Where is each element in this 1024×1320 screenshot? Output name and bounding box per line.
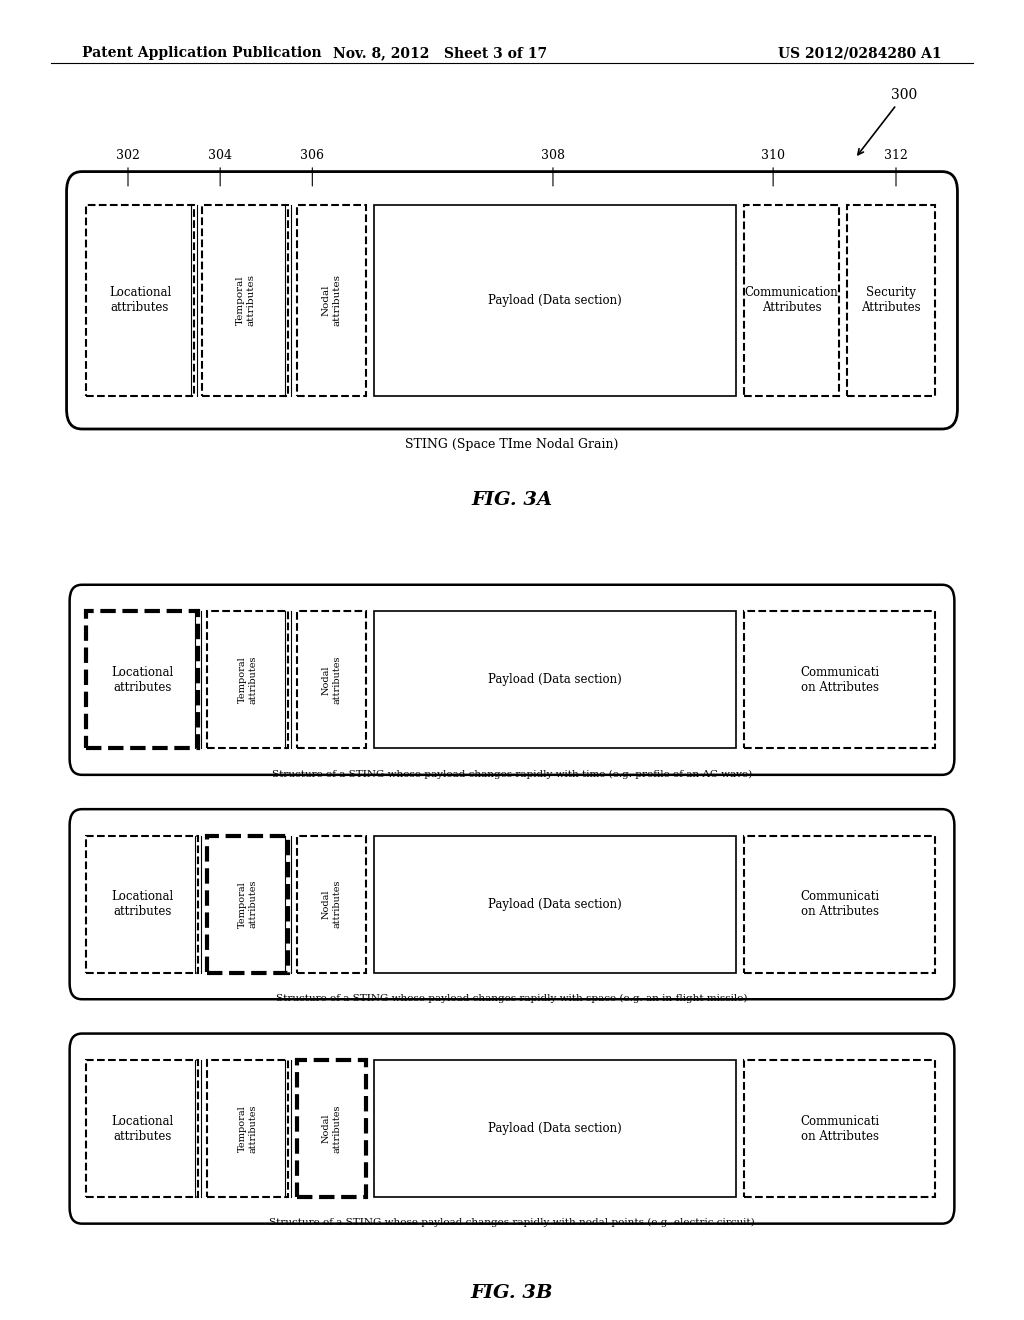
Text: Structure of a STING whose payload changes rapidly with nodal points (e.g. elect: Structure of a STING whose payload chang… xyxy=(269,1218,755,1228)
FancyBboxPatch shape xyxy=(86,1060,198,1197)
Text: 306: 306 xyxy=(300,149,325,162)
FancyBboxPatch shape xyxy=(375,205,735,396)
FancyBboxPatch shape xyxy=(375,836,735,973)
FancyBboxPatch shape xyxy=(744,1060,935,1197)
Text: Temporal
attributes: Temporal attributes xyxy=(236,275,255,326)
FancyBboxPatch shape xyxy=(207,611,289,748)
Text: FIG. 3B: FIG. 3B xyxy=(471,1284,553,1303)
FancyBboxPatch shape xyxy=(744,611,935,748)
Text: 304: 304 xyxy=(208,149,232,162)
FancyBboxPatch shape xyxy=(70,809,954,999)
FancyBboxPatch shape xyxy=(207,1060,289,1197)
FancyBboxPatch shape xyxy=(86,205,194,396)
FancyBboxPatch shape xyxy=(744,205,839,396)
FancyBboxPatch shape xyxy=(67,172,957,429)
Text: Payload (Data section): Payload (Data section) xyxy=(488,898,622,911)
FancyBboxPatch shape xyxy=(375,611,735,748)
Text: Nodal
attributes: Nodal attributes xyxy=(322,656,341,704)
FancyBboxPatch shape xyxy=(86,611,198,748)
Text: Security
Attributes: Security Attributes xyxy=(861,286,922,314)
Text: Payload (Data section): Payload (Data section) xyxy=(488,294,622,306)
FancyBboxPatch shape xyxy=(375,1060,735,1197)
Text: Nodal
attributes: Nodal attributes xyxy=(322,275,341,326)
FancyBboxPatch shape xyxy=(297,836,366,973)
FancyBboxPatch shape xyxy=(70,585,954,775)
Text: US 2012/0284280 A1: US 2012/0284280 A1 xyxy=(778,46,942,61)
Text: Structure of a STING whose payload changes rapidly with time (e.g. profile of an: Structure of a STING whose payload chang… xyxy=(272,770,752,779)
FancyBboxPatch shape xyxy=(207,836,289,973)
FancyBboxPatch shape xyxy=(848,205,935,396)
Text: Structure of a STING whose payload changes rapidly with space (e.g. an in-flight: Structure of a STING whose payload chang… xyxy=(276,994,748,1003)
FancyBboxPatch shape xyxy=(297,611,366,748)
Text: FIG. 3A: FIG. 3A xyxy=(471,491,553,510)
Text: 312: 312 xyxy=(884,149,908,162)
FancyBboxPatch shape xyxy=(70,1034,954,1224)
FancyBboxPatch shape xyxy=(744,836,935,973)
FancyBboxPatch shape xyxy=(297,205,366,396)
Text: Locational
attributes: Locational attributes xyxy=(111,890,173,919)
FancyBboxPatch shape xyxy=(297,1060,366,1197)
Text: STING (Space TIme Nodal Grain): STING (Space TIme Nodal Grain) xyxy=(406,438,618,451)
Text: Nodal
attributes: Nodal attributes xyxy=(322,1105,341,1152)
Text: Locational
attributes: Locational attributes xyxy=(111,665,173,694)
Text: Nodal
attributes: Nodal attributes xyxy=(322,880,341,928)
Text: 300: 300 xyxy=(858,88,918,154)
Text: Nov. 8, 2012   Sheet 3 of 17: Nov. 8, 2012 Sheet 3 of 17 xyxy=(333,46,548,61)
Text: Patent Application Publication: Patent Application Publication xyxy=(82,46,322,61)
Text: Communicati
on Attributes: Communicati on Attributes xyxy=(800,1114,880,1143)
FancyBboxPatch shape xyxy=(203,205,289,396)
FancyBboxPatch shape xyxy=(86,836,198,973)
Text: Locational
attributes: Locational attributes xyxy=(109,286,171,314)
Text: Temporal
attributes: Temporal attributes xyxy=(238,656,257,704)
Text: 302: 302 xyxy=(116,149,140,162)
Text: Payload (Data section): Payload (Data section) xyxy=(488,1122,622,1135)
Text: Locational
attributes: Locational attributes xyxy=(111,1114,173,1143)
Text: Payload (Data section): Payload (Data section) xyxy=(488,673,622,686)
Text: Communication
Attributes: Communication Attributes xyxy=(744,286,839,314)
Text: Temporal
attributes: Temporal attributes xyxy=(238,1105,257,1152)
Text: Temporal
attributes: Temporal attributes xyxy=(238,880,257,928)
Text: Communicati
on Attributes: Communicati on Attributes xyxy=(800,890,880,919)
Text: Communicati
on Attributes: Communicati on Attributes xyxy=(800,665,880,694)
Text: 308: 308 xyxy=(541,149,565,162)
Text: 310: 310 xyxy=(761,149,785,162)
